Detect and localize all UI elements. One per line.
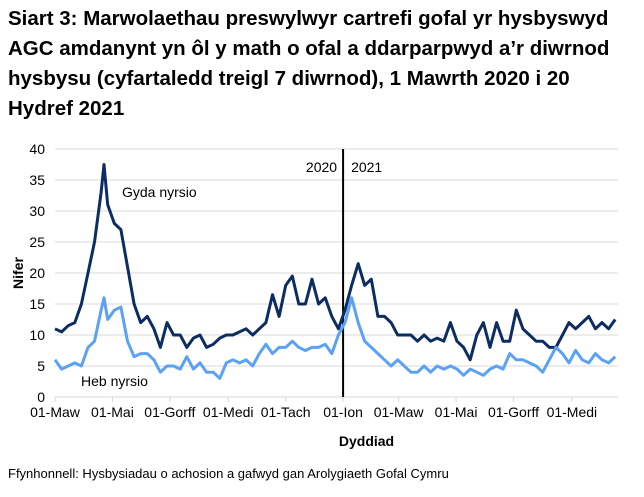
- y-tick-label: 0: [37, 389, 45, 405]
- y-tick-label: 35: [29, 172, 45, 188]
- series-label-gyda-nyrsio: Gyda nyrsio: [122, 184, 197, 200]
- x-tick-label: 01-Maw: [30, 404, 81, 420]
- x-tick-label: 01-Gorff: [488, 404, 539, 420]
- x-tick-label: 01-Medi: [203, 404, 254, 420]
- year-label-left: 2020: [306, 159, 337, 175]
- series-label-heb-nyrsio: Heb nyrsio: [81, 373, 148, 389]
- y-tick-label: 5: [37, 358, 45, 374]
- y-tick-label: 20: [29, 265, 45, 281]
- x-tick-label: 01-Medi: [547, 404, 598, 420]
- x-tick-label: 01-Mai: [91, 404, 134, 420]
- series-line-heb-nyrsio: [53, 296, 617, 380]
- y-axis-title: Nifer: [10, 257, 26, 289]
- y-tick-label: 10: [29, 327, 45, 343]
- source-note: Ffynhonnell: Hysbysiadau o achosion a ga…: [8, 466, 449, 481]
- x-axis-title: Dyddiad: [339, 433, 394, 449]
- y-tick-label: 30: [29, 203, 45, 219]
- y-tick-label: 25: [29, 234, 45, 250]
- x-tick-label: 01-Mai: [435, 404, 478, 420]
- x-tick-label: 01-Tach: [261, 404, 311, 420]
- chart-title: Siart 3: Marwolaethau preswylwyr cartref…: [8, 7, 610, 120]
- y-tick-label: 15: [29, 296, 45, 312]
- series-line-gyda-nyrsio: [54, 163, 617, 362]
- x-tick-label: 01-Ion: [323, 404, 363, 420]
- y-tick-label: 40: [29, 141, 45, 157]
- x-tick-label: 01-Maw: [374, 404, 425, 420]
- year-label-right: 2021: [351, 159, 382, 175]
- x-tick-label: 01-Gorff: [144, 404, 195, 420]
